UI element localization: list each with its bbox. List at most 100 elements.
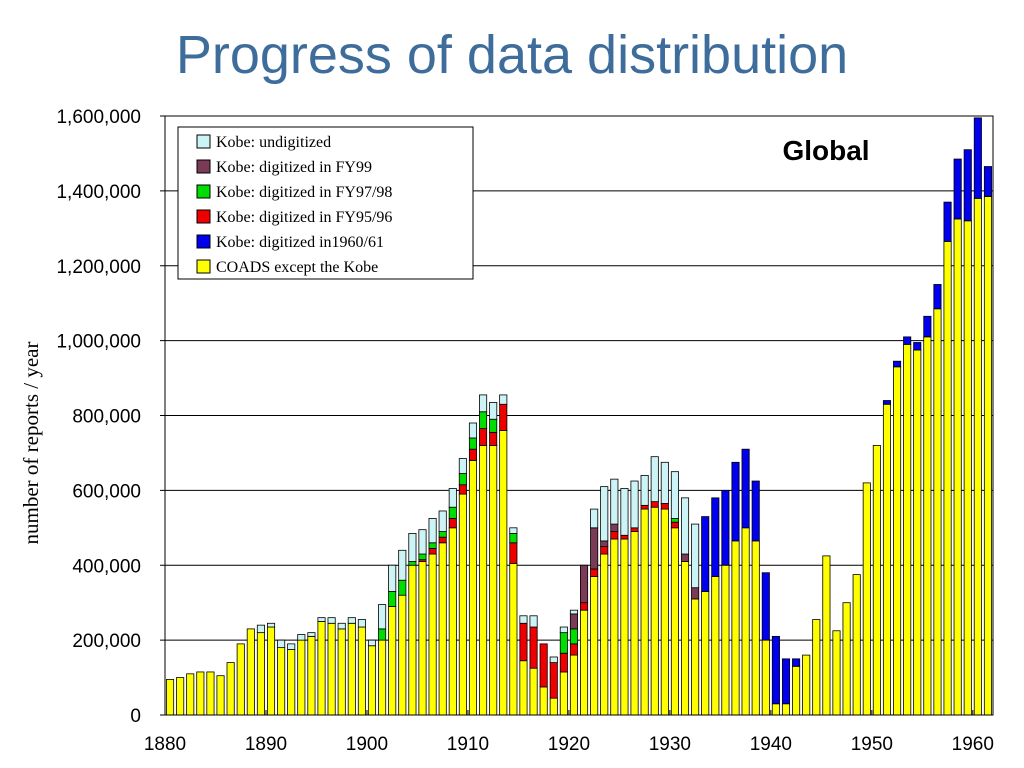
bar-segment — [378, 639, 387, 716]
bar-segment — [226, 662, 235, 716]
bar-segment — [539, 643, 548, 688]
bar-segment — [670, 518, 679, 523]
bar-segment — [731, 461, 740, 542]
bar-segment — [569, 609, 578, 615]
bar-segment — [418, 553, 427, 561]
legend-label: Kobe: digitized in1960/61 — [216, 234, 384, 251]
bar-segment — [781, 658, 791, 705]
bar-segment — [893, 360, 902, 368]
bar-segment — [509, 533, 518, 544]
bar-segment — [519, 615, 528, 624]
bar-segment — [398, 579, 407, 596]
legend-box — [177, 126, 474, 280]
bar-segment — [499, 394, 508, 405]
x-tick-label: 1950 — [851, 734, 893, 755]
bar-segment — [983, 196, 992, 716]
legend-swatch — [196, 159, 211, 174]
x-tick-label: 1890 — [245, 734, 287, 755]
bar-segment — [277, 639, 286, 649]
bar-segment — [287, 643, 296, 650]
bar-segment — [549, 656, 558, 663]
bar-segment — [176, 677, 185, 716]
y-tick-label: 0 — [130, 706, 141, 727]
bar-segment — [670, 471, 679, 519]
bar-segment — [741, 448, 750, 529]
bar-segment — [771, 635, 780, 705]
bar-segment — [307, 635, 316, 716]
x-tick-label: 1900 — [346, 734, 388, 755]
bar-segment — [347, 617, 356, 624]
bar-segment — [569, 643, 578, 656]
bar-segment — [519, 660, 528, 716]
bar-segment — [650, 456, 659, 503]
bar-segment — [590, 576, 599, 716]
bar-segment — [499, 403, 508, 431]
bar-segment — [166, 679, 175, 716]
bar-segment — [428, 548, 437, 555]
legend-label: COADS except the Kobe — [216, 259, 378, 276]
y-tick-label: 400,000 — [72, 556, 141, 577]
bar-segment — [640, 504, 649, 510]
bar-segment — [428, 518, 437, 544]
legend: Kobe: undigitized Kobe: digitized in FY99… — [177, 126, 474, 280]
legend-swatch — [196, 259, 211, 274]
bar-segment — [499, 430, 508, 716]
bar-segment — [297, 639, 306, 716]
bar-segment — [327, 622, 336, 716]
bar-segment — [266, 626, 276, 716]
bar-segment — [549, 662, 558, 699]
bar-segment — [721, 564, 730, 716]
bar-segment — [408, 533, 417, 562]
bar-segment — [378, 628, 387, 641]
legend-label: Kobe: digitized in FY95/96 — [216, 209, 392, 226]
bar-segment — [903, 336, 912, 345]
x-axis: 1880 1890 1900 1910 1920 1930 1940 1950 1960 — [144, 710, 994, 755]
bar-segment — [792, 658, 801, 667]
bar-segment — [610, 531, 619, 540]
bar-segment — [438, 536, 447, 544]
bar-segment — [559, 671, 568, 716]
bar-segment — [408, 564, 417, 716]
bar-segment — [479, 394, 488, 413]
legend-label: Kobe: digitized in FY99 — [216, 159, 372, 176]
bar-segment — [680, 553, 690, 562]
bar-segment — [680, 561, 690, 716]
bar-segment — [458, 473, 467, 486]
legend-swatch — [196, 134, 211, 149]
bar-segment — [660, 461, 669, 504]
bar-segment — [317, 621, 326, 716]
bar-segment — [862, 482, 871, 716]
bar-segment — [630, 531, 639, 716]
bar-segment — [953, 218, 962, 716]
legend-swatch — [196, 234, 211, 249]
bar-segment — [852, 574, 861, 716]
bar-segment — [590, 508, 599, 529]
bar-segment — [590, 568, 599, 577]
bar-segment — [973, 117, 982, 199]
bars — [166, 117, 992, 716]
bar-segment — [923, 315, 932, 338]
bar-segment — [761, 572, 770, 641]
y-tick-label: 600,000 — [72, 481, 141, 502]
bar-segment — [943, 241, 952, 716]
bar-segment — [438, 510, 447, 532]
bar-segment — [256, 632, 265, 716]
bar-segment — [751, 540, 760, 716]
legend-label: Kobe: digitized in FY97/98 — [216, 184, 392, 201]
bar-segment — [580, 609, 589, 716]
bar-segment — [479, 428, 488, 446]
bar-segment — [509, 562, 518, 716]
panel-label: Global — [782, 135, 869, 166]
bar-segment — [761, 639, 770, 716]
y-tick-label: 1,000,000 — [56, 332, 141, 353]
bar-segment — [893, 366, 902, 716]
bar-segment — [468, 448, 478, 461]
bar-segment — [398, 549, 407, 581]
bar-segment — [701, 591, 710, 716]
bar-segment — [246, 628, 255, 716]
bar-segment — [781, 703, 791, 716]
bar-segment — [236, 643, 245, 716]
bar-segment — [812, 619, 821, 716]
bar-segment — [549, 697, 558, 716]
